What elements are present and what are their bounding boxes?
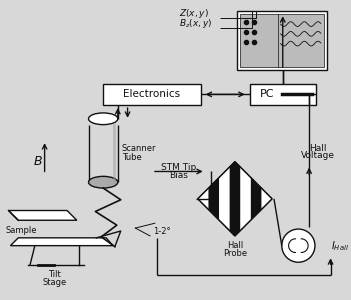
Text: 1-2°: 1-2°	[153, 226, 171, 236]
Text: Hall: Hall	[227, 241, 243, 250]
Text: Hall: Hall	[309, 143, 327, 152]
Ellipse shape	[88, 176, 118, 188]
Polygon shape	[8, 211, 77, 220]
Text: Bias: Bias	[169, 171, 188, 180]
Text: Scanner: Scanner	[122, 143, 156, 152]
Text: STM Tip: STM Tip	[161, 163, 196, 172]
Text: $I_{Hall}$: $I_{Hall}$	[331, 239, 349, 253]
Text: $B_z(x,y)$: $B_z(x,y)$	[179, 17, 213, 30]
Text: $Z(x,y)$: $Z(x,y)$	[179, 7, 209, 20]
Text: Tube: Tube	[122, 153, 141, 162]
Text: Probe: Probe	[223, 249, 247, 258]
Polygon shape	[198, 188, 208, 209]
Text: Electronics: Electronics	[124, 89, 180, 99]
Text: B: B	[33, 155, 42, 168]
Polygon shape	[240, 167, 251, 231]
Polygon shape	[11, 238, 113, 246]
Text: Stage: Stage	[42, 278, 66, 287]
Text: Sample: Sample	[6, 226, 37, 235]
FancyBboxPatch shape	[250, 84, 316, 105]
Text: Voltage: Voltage	[301, 152, 335, 160]
Text: PC: PC	[260, 89, 274, 99]
FancyBboxPatch shape	[103, 84, 201, 105]
Polygon shape	[219, 167, 230, 231]
FancyBboxPatch shape	[237, 11, 327, 70]
FancyBboxPatch shape	[240, 14, 324, 67]
Polygon shape	[261, 188, 272, 209]
Ellipse shape	[88, 113, 118, 124]
Polygon shape	[198, 162, 272, 236]
Circle shape	[282, 229, 315, 262]
Text: Tilt: Tilt	[48, 270, 61, 279]
